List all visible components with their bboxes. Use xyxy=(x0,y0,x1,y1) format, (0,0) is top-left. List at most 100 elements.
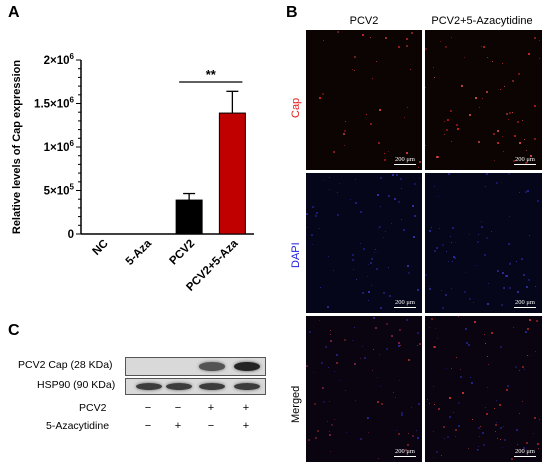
fluorescence-dot xyxy=(513,160,515,162)
fluorescence-dot xyxy=(434,250,436,252)
fluorescence-dot xyxy=(515,366,517,368)
fluorescence-dot xyxy=(337,31,339,33)
fluorescence-dot xyxy=(328,367,329,368)
fluorescence-dot xyxy=(404,117,405,118)
fluorescence-dot xyxy=(398,433,400,435)
fluorescence-dot xyxy=(380,307,382,309)
y-tick-label: 0 xyxy=(68,229,74,241)
fluorescence-dot xyxy=(394,198,396,200)
fluorescence-dot xyxy=(336,362,338,364)
fluorescence-dot xyxy=(344,145,345,146)
fluorescence-dot xyxy=(370,123,372,125)
fluorescence-dot xyxy=(447,119,449,121)
fluorescence-dot xyxy=(462,392,464,394)
fluorescence-dot xyxy=(491,332,493,334)
fluorescence-dot xyxy=(450,110,452,112)
fluorescence-dot xyxy=(371,285,372,286)
y-tick-label: 2×106 xyxy=(44,52,75,67)
fluorescence-dot xyxy=(337,192,338,193)
blot-label-cap: PCV2 Cap (28 KDa) xyxy=(18,359,113,371)
fluorescence-dot xyxy=(522,120,523,121)
micrograph-merged-pcv2: 200 μm xyxy=(306,316,422,462)
fluorescence-dot xyxy=(483,444,485,446)
fluorescence-dot xyxy=(538,448,539,449)
fluorescence-dot xyxy=(484,334,485,335)
fluorescence-dot xyxy=(354,363,356,365)
fluorescence-dot xyxy=(388,267,389,268)
fluorescence-dot xyxy=(398,201,400,203)
fluorescence-dot xyxy=(345,390,346,391)
fluorescence-dot xyxy=(447,436,449,438)
fluorescence-dot xyxy=(406,319,408,321)
fluorescence-dot xyxy=(360,211,362,213)
fluorescence-dot xyxy=(352,69,353,70)
fluorescence-dot xyxy=(501,182,502,183)
fluorescence-dot xyxy=(449,397,451,399)
fluorescence-dot xyxy=(345,121,346,122)
fluorescence-dot xyxy=(500,427,502,429)
fluorescence-dot xyxy=(500,439,501,440)
fluorescence-dot xyxy=(496,400,497,401)
fluorescence-dot xyxy=(519,142,521,144)
fluorescence-dot xyxy=(522,366,524,368)
micrograph-dapi-pcv2: 200 μm xyxy=(306,173,422,313)
fluorescence-dot xyxy=(334,371,335,372)
fluorescence-dot xyxy=(525,162,527,164)
fluorescence-dot xyxy=(400,345,401,346)
fluorescence-dot xyxy=(486,413,488,415)
fluorescence-dot xyxy=(414,215,416,217)
fluorescence-dot xyxy=(497,270,499,272)
fluorescence-dot xyxy=(398,345,400,347)
fluorescence-dot xyxy=(429,403,430,404)
fluorescence-dot xyxy=(474,321,476,323)
fluorescence-dot xyxy=(414,183,416,185)
fluorescence-dot xyxy=(330,451,331,452)
fluorescence-dot xyxy=(481,221,482,222)
fluorescence-dot xyxy=(522,401,523,402)
fluorescence-dot xyxy=(455,436,456,437)
fluorescence-dot xyxy=(502,63,503,64)
fluorescence-dot xyxy=(329,431,330,432)
fluorescence-dot xyxy=(433,431,434,432)
fluorescence-dot xyxy=(504,86,505,87)
fluorescence-dot xyxy=(517,444,518,445)
fluorescence-dot xyxy=(451,141,452,142)
fluorescence-dot xyxy=(315,437,317,439)
fluorescence-dot xyxy=(398,342,400,344)
scale-bar: 200 μm xyxy=(514,448,536,457)
fluorescence-dot xyxy=(378,458,379,459)
fluorescence-dot xyxy=(396,174,398,176)
fluorescence-dot xyxy=(331,424,333,426)
fluorescence-dot xyxy=(446,251,447,252)
fluorescence-dot xyxy=(307,227,308,228)
fluorescence-dot xyxy=(376,268,378,270)
fluorescence-dot xyxy=(488,364,489,365)
fluorescence-dot xyxy=(449,416,451,418)
fluorescence-dot xyxy=(355,400,356,401)
x-tick-label: PCV2 xyxy=(168,238,198,268)
micrograph-cap-pcv2-aza: 200 μm xyxy=(425,30,542,170)
fluorescence-dot xyxy=(508,173,510,175)
fluorescence-dot xyxy=(406,152,408,154)
fluorescence-dot xyxy=(503,287,505,289)
fluorescence-dot xyxy=(429,327,430,328)
fluorescence-dot xyxy=(487,303,489,305)
fluorescence-dot xyxy=(312,206,314,208)
fluorescence-dot xyxy=(330,330,331,331)
fluorescence-dot xyxy=(354,70,355,71)
fluorescence-dot xyxy=(534,37,536,39)
fluorescence-dot xyxy=(389,295,391,297)
fluorescence-dot xyxy=(484,254,486,256)
fluorescence-dot xyxy=(519,413,520,414)
fluorescence-dot xyxy=(360,438,362,440)
fluorescence-dot xyxy=(497,142,499,144)
fluorescence-dot xyxy=(360,243,361,244)
fluorescence-dot xyxy=(458,402,460,404)
fluorescence-dot xyxy=(529,235,530,236)
fluorescence-dot xyxy=(483,46,485,48)
y-axis-label: Relative levels of Cap expression xyxy=(11,60,23,235)
fluorescence-dot xyxy=(535,286,536,287)
fluorescence-dot xyxy=(329,434,331,436)
fluorescence-dot xyxy=(509,216,510,217)
fluorescence-dot xyxy=(478,141,480,143)
